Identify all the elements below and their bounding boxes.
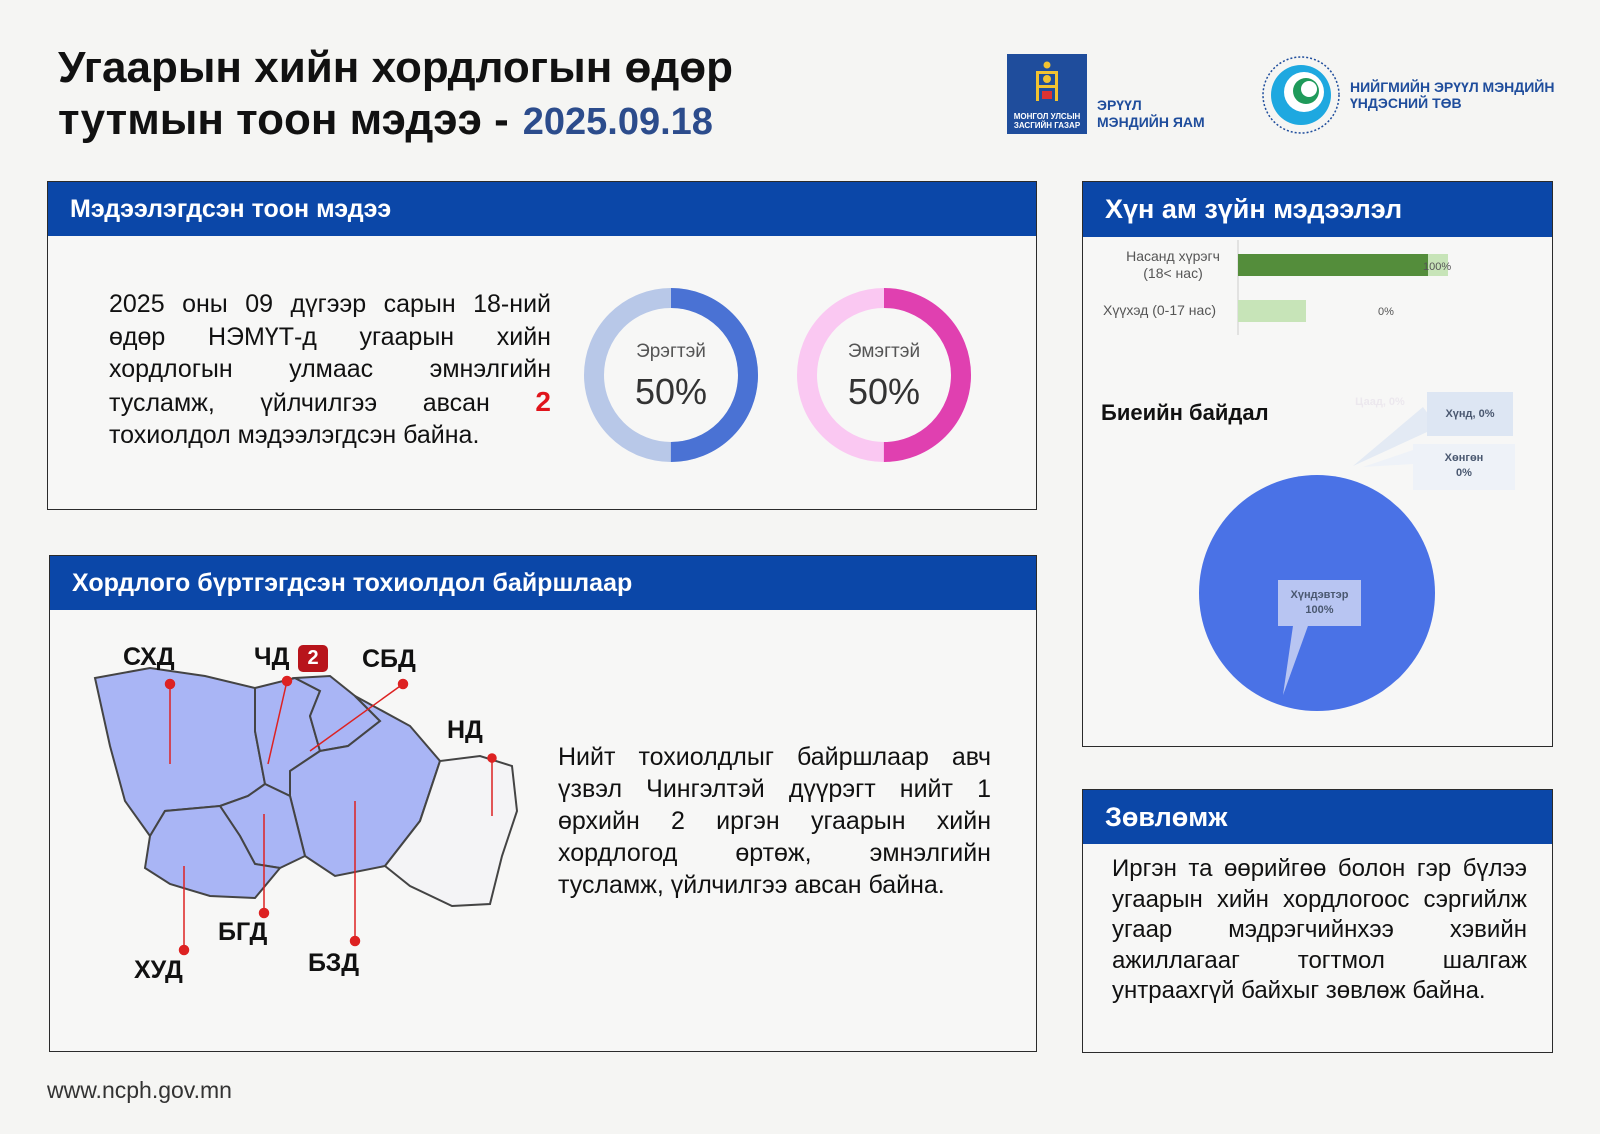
male-label: Эрэгтэй (636, 341, 706, 362)
child-bar-value: 0% (1378, 306, 1394, 318)
severe-callout: Хүнд, 0% (1427, 392, 1513, 436)
adult-bar-label: Насанд хүрэгч (18< нас) (1126, 248, 1220, 281)
district-map (93, 666, 519, 956)
reported-text: 2025 оны 09 дүгээр сарын 18-ний өдөр НЭМ… (109, 290, 551, 449)
demographics-heading: Хүн ам зүйн мэдээлэл (1083, 182, 1552, 237)
demographics-panel: Хүн ам зүйн мэдээлэл Насанд хүрэгч (18< … (1082, 181, 1553, 747)
ncph-emblem-icon (1262, 56, 1340, 134)
pie-pointer-severe (1353, 407, 1438, 466)
moderate-callout: Хүндэвтэр 100% (1278, 580, 1361, 626)
age-bar-chart: 100% 0% (1237, 240, 1451, 335)
location-heading: Хордлого бүртгэгдсэн тохиолдол байршлаар (50, 556, 1036, 610)
female-donut: Эмэгтэй 50% (794, 285, 974, 465)
advice-panel: Зөвлөмж Иргэн та өөрийгөө болон гэр бүлэ… (1082, 789, 1553, 1053)
reported-panel: Мэдээлэгдсэн тоон мэдээ 2025 оны 09 дүгэ… (47, 181, 1037, 510)
district-label-chd: ЧД (254, 643, 290, 671)
district-label-hud: ХУД (134, 956, 183, 984)
faded-label: Цаад, 0% (1355, 396, 1405, 408)
title-line-2: тутмын тоон мэдээ - (58, 95, 509, 144)
female-donut-arc (797, 288, 971, 462)
advice-text: Иргэн та өөрийгөө болон гэр бүлээ угаары… (1112, 855, 1527, 1004)
advice-heading: Зөвлөмж (1083, 790, 1552, 844)
soyombo-emblem-icon: МОНГОЛ УЛСЫН ЗАСГИЙН ГАЗАР (1007, 54, 1087, 134)
male-donut: Эрэгтэй 50% (581, 285, 761, 465)
child-bar-label: Хүүхэд (0-17 нас) (1103, 302, 1216, 318)
ministry-name-2: МЭНДИЙН ЯАМ (1097, 114, 1205, 130)
male-donut-arc (584, 288, 758, 462)
child-bar (1238, 300, 1306, 322)
pie-pointer-mild (1363, 450, 1413, 467)
location-panel: Хордлого бүртгэгдсэн тохиолдол байршлаар… (49, 555, 1037, 1052)
report-date: 2025.09.18 (522, 101, 713, 143)
mild-callout: Хөнгөн 0% (1413, 444, 1515, 490)
location-text: Нийт тохиолдлыг байршлаар авч үзвэл Чинг… (558, 743, 991, 899)
ministry-logo: МОНГОЛ УЛСЫН ЗАСГИЙН ГАЗАР ЭРҮҮЛ МЭНДИЙН… (1007, 54, 1205, 134)
female-label: Эмэгтэй (847, 341, 921, 362)
ncph-logo: НИЙГМИЙН ЭРҮҮЛ МЭНДИЙН ҮНДЭСНИЙ ТӨВ (1260, 54, 1554, 136)
district-label-bgd: БГД (218, 918, 268, 946)
district-label-nd: НД (447, 716, 483, 744)
female-percent: 50% (847, 371, 921, 412)
map-district-hud (143, 804, 282, 900)
pie-pointer-moderate (1283, 612, 1313, 695)
district-label-sbd: СБД (362, 645, 416, 673)
district-label-bzd: БЗД (308, 949, 360, 977)
body-condition-title: Биеийн байдал (1101, 400, 1269, 425)
reported-heading: Мэдээлэгдсэн тоон мэдээ (48, 182, 1036, 236)
ministry-name-1: ЭРҮҮЛ (1097, 97, 1142, 113)
chd-count-badge: 2 (298, 645, 328, 672)
district-label-shd: СХД (123, 643, 175, 671)
map-district-nd (383, 754, 519, 908)
ncph-name-1: НИЙГМИЙН ЭРҮҮЛ МЭНДИЙН (1350, 79, 1555, 95)
adult-bar (1238, 254, 1428, 276)
ncph-name-2: ҮНДЭСНИЙ ТӨВ (1350, 95, 1462, 111)
title-line-1: Угаарын хийн хордлогын өдөр (58, 43, 734, 92)
website-link[interactable]: www.ncph.gov.mn (47, 1077, 232, 1103)
case-count: 2 (535, 385, 551, 417)
page-title: Угаарын хийн хордлогын өдөр тутмын тоон … (58, 42, 733, 148)
male-percent: 50% (634, 371, 708, 412)
adult-bar-value: 100% (1423, 261, 1451, 273)
